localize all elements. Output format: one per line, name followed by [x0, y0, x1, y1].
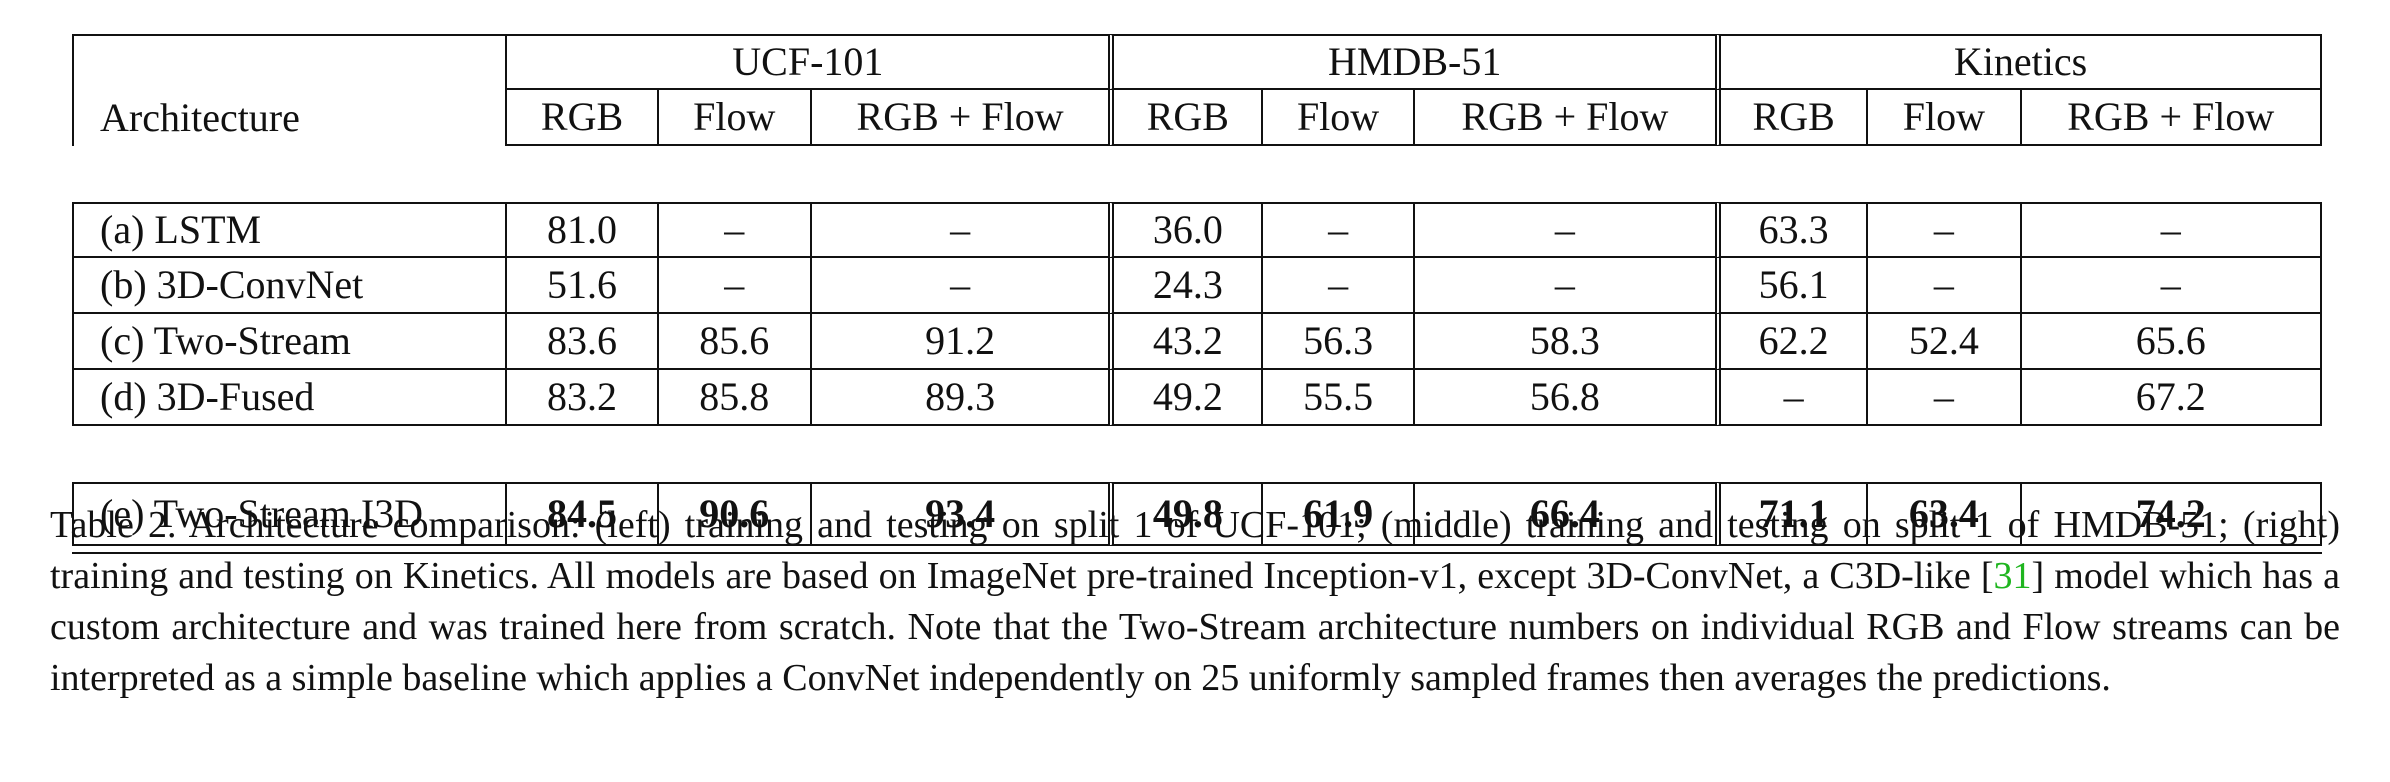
- subheader-hmdb-rgb-flow: RGB + Flow: [1412, 90, 1716, 146]
- table-cell: –: [2019, 258, 2322, 314]
- table-cell: 55.5: [1261, 370, 1413, 426]
- table-cell: 52.4: [1866, 314, 2020, 370]
- table-bottom-rule: [72, 552, 2322, 554]
- table-row: (c) Two-Stream 83.6 85.6 91.2 43.2 56.3 …: [72, 314, 2322, 370]
- table-cell: 58.3: [1412, 314, 1716, 370]
- table-row: (b) 3D-ConvNet 51.6 – – 24.3 – – 56.1 – …: [72, 258, 2322, 314]
- table-cell: 56.8: [1412, 370, 1716, 426]
- table-cell: 91.2: [809, 314, 1109, 370]
- caption-text-part1: Table 2. Architecture comparison: (left)…: [50, 504, 2340, 597]
- group-header-kinetics: Kinetics: [1715, 34, 2322, 90]
- table-cell: 63.3: [1715, 202, 1867, 258]
- row-label: (c) Two-Stream: [72, 314, 506, 370]
- table-cell: –: [1261, 202, 1413, 258]
- table-cell: 65.6: [2019, 314, 2322, 370]
- subheader-kinetics-flow: Flow: [1866, 90, 2020, 146]
- table-caption: Table 2. Architecture comparison: (left)…: [50, 500, 2340, 704]
- table-cell: 49.2: [1108, 370, 1262, 426]
- table-cell: –: [1866, 258, 2020, 314]
- table-cell-bold: 63.4: [1866, 482, 2020, 546]
- gap-row: [72, 426, 2322, 482]
- row-label: (a) LSTM: [72, 202, 506, 258]
- table-row: (a) LSTM 81.0 – – 36.0 – – 63.3 – –: [72, 202, 2322, 258]
- table-cell-bold: 74.2: [2019, 482, 2322, 546]
- subheader-ucf-rgb: RGB: [505, 90, 657, 146]
- subheader-kinetics-rgb-flow: RGB + Flow: [2019, 90, 2322, 146]
- results-table-container: Architecture UCF-101 HMDB-51 Kinetics RG…: [72, 34, 2322, 554]
- best-row-label: (e) Two-Stream I3D: [72, 482, 506, 546]
- table-cell: 89.3: [809, 370, 1109, 426]
- subheader-kinetics-rgb: RGB: [1715, 90, 1867, 146]
- table-cell-bold: 71.1: [1715, 482, 1867, 546]
- table-cell-bold: 93.4: [809, 482, 1109, 546]
- table-cell: 51.6: [505, 258, 657, 314]
- table-cell: –: [2019, 202, 2322, 258]
- subheader-ucf-flow: Flow: [656, 90, 810, 146]
- table-cell: –: [1261, 258, 1413, 314]
- table-cell: 83.6: [505, 314, 657, 370]
- table-cell: –: [656, 258, 810, 314]
- table-row: (d) 3D-Fused 83.2 85.8 89.3 49.2 55.5 56…: [72, 370, 2322, 426]
- subheader-hmdb-rgb: RGB: [1108, 90, 1262, 146]
- table-cell-bold: 84.5: [505, 482, 657, 546]
- row-label: (b) 3D-ConvNet: [72, 258, 506, 314]
- table-cell: –: [809, 202, 1109, 258]
- best-row: (e) Two-Stream I3D 84.5 90.6 93.4 49.8 6…: [72, 482, 2322, 546]
- table-cell: –: [809, 258, 1109, 314]
- table-cell: 24.3: [1108, 258, 1262, 314]
- subheader-ucf-rgb-flow: RGB + Flow: [809, 90, 1109, 146]
- group-header-ucf101: UCF-101: [505, 34, 1109, 90]
- table-cell: 81.0: [505, 202, 657, 258]
- table-cell: 43.2: [1108, 314, 1262, 370]
- table-cell: 62.2: [1715, 314, 1867, 370]
- architecture-header: Architecture: [100, 95, 300, 140]
- citation-link[interactable]: 31: [1993, 555, 2032, 597]
- results-table: Architecture UCF-101 HMDB-51 Kinetics RG…: [72, 34, 2322, 546]
- table-cell: 36.0: [1108, 202, 1262, 258]
- table-cell: –: [1866, 370, 2020, 426]
- table-cell: 67.2: [2019, 370, 2322, 426]
- table-cell: 83.2: [505, 370, 657, 426]
- caption-text-part2: ] model which has a custom architecture …: [50, 555, 2340, 699]
- subheader-hmdb-flow: Flow: [1261, 90, 1413, 146]
- header-group-row: Architecture UCF-101 HMDB-51 Kinetics: [72, 34, 2322, 146]
- table-cell: 85.6: [656, 314, 810, 370]
- table-cell-bold: 66.4: [1412, 482, 1716, 546]
- gap-row: [72, 146, 2322, 202]
- table-cell: 85.8: [656, 370, 810, 426]
- table-cell-bold: 49.8: [1108, 482, 1262, 546]
- table-cell: –: [1412, 258, 1716, 314]
- table-cell-bold: 61.9: [1261, 482, 1413, 546]
- table-cell: –: [1715, 370, 1867, 426]
- table-cell: 56.1: [1715, 258, 1867, 314]
- table-cell: –: [656, 202, 810, 258]
- row-label: (d) 3D-Fused: [72, 370, 506, 426]
- table-cell: –: [1412, 202, 1716, 258]
- table-cell: 56.3: [1261, 314, 1413, 370]
- header-sub-row: RGB Flow RGB + Flow RGB Flow RGB + Flow …: [72, 90, 2322, 146]
- table-cell-bold: 90.6: [656, 482, 810, 546]
- table-cell: –: [1866, 202, 2020, 258]
- group-header-hmdb51: HMDB-51: [1108, 34, 1716, 90]
